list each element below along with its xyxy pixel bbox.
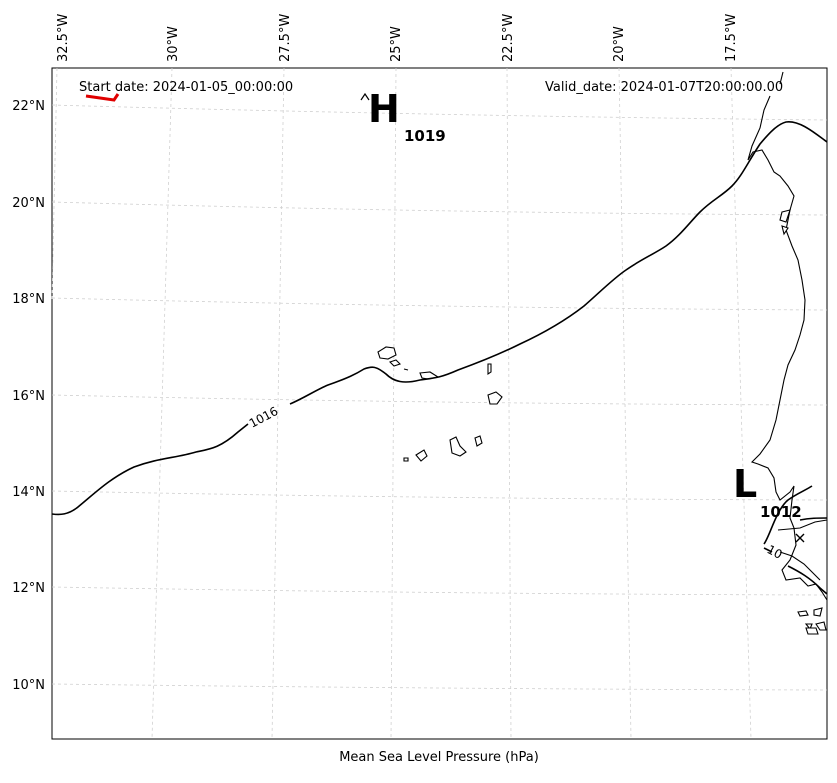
- wind-barb-shaft: [85, 93, 120, 102]
- lat-label: 20°N: [12, 196, 45, 211]
- gridline-14n: [51, 490, 828, 501]
- low-center-marker: [795, 533, 805, 543]
- gridline-12n: [51, 586, 828, 596]
- isobar-1012-east: [763, 485, 813, 545]
- island-boa-vista: [487, 391, 503, 405]
- parallel-gridlines: [51, 104, 828, 691]
- isobar-low-segment-2: [799, 517, 828, 521]
- island-arguin: [781, 225, 789, 236]
- low-pressure-value: 1012: [760, 503, 802, 521]
- contour-label-small: 10: [765, 542, 785, 562]
- island-sao-vicente: [388, 359, 402, 367]
- low-letter: L: [733, 462, 757, 506]
- high-letter: H: [368, 87, 400, 131]
- island-santo-antao: [377, 346, 397, 360]
- lon-label: 20°W: [612, 26, 627, 62]
- islands: [377, 209, 827, 635]
- lon-label: 30°W: [166, 26, 181, 62]
- map-caption: Mean Sea Level Pressure (hPa): [339, 750, 539, 765]
- gridline-22-5w: [506, 67, 512, 740]
- northwest-coast: [779, 71, 784, 85]
- gridline-27-5w: [271, 67, 285, 740]
- island-brava: [403, 457, 409, 462]
- map-frame: [51, 67, 828, 740]
- lat-label: 16°N: [12, 389, 45, 404]
- island-bissagos-4: [805, 627, 819, 635]
- gridline-30w: [151, 67, 173, 740]
- isobar-small-south: [763, 547, 773, 553]
- isobar-south-tail: [787, 565, 828, 595]
- longitude-labels: 32.5°W 30°W 27.5°W 25°W 22.5°W 20°W 17.5…: [56, 14, 739, 62]
- gridline-32-5w: [51, 67, 58, 301]
- lon-label: 27.5°W: [278, 14, 293, 62]
- lat-label: 10°N: [12, 678, 45, 693]
- lat-label: 18°N: [12, 292, 45, 307]
- lon-label: 17.5°W: [724, 14, 739, 62]
- valid-date: Valid_date: 2024-01-07T20:00:00.00: [545, 80, 783, 95]
- wind-barb: [85, 93, 120, 102]
- africa-coast: [747, 95, 828, 601]
- gridline-25w: [390, 67, 397, 740]
- lat-label: 22°N: [12, 99, 45, 114]
- lat-label: 14°N: [12, 485, 45, 500]
- gridline-16n: [51, 394, 828, 406]
- gridline-20n: [51, 201, 828, 216]
- gridline-17-5w: [730, 67, 752, 740]
- gridline-10n: [51, 683, 828, 691]
- high-pressure-value: 1019: [404, 127, 446, 145]
- island-bissagos-2: [813, 607, 823, 617]
- island-santiago: [449, 436, 467, 457]
- latitude-labels: 22°N 20°N 18°N 16°N 14°N 12°N 10°N: [12, 99, 45, 693]
- gambia-coast: [777, 519, 828, 531]
- bissau-coast: [779, 551, 821, 581]
- gridline-18n: [51, 297, 828, 311]
- island-fogo: [415, 449, 428, 462]
- lon-label: 22.5°W: [501, 14, 516, 62]
- isobars: [51, 121, 828, 595]
- island-bissagos-5: [815, 621, 827, 631]
- isobar-1016: [51, 121, 828, 516]
- lon-label: 32.5°W: [56, 14, 71, 62]
- island-maio: [474, 435, 483, 447]
- island-santa-luzia: [403, 368, 409, 371]
- island-bissagos-1: [797, 610, 809, 617]
- lon-label: 25°W: [389, 26, 404, 62]
- start-date: Start date: 2024-01-05_00:00:00: [79, 80, 293, 95]
- lat-label: 12°N: [12, 581, 45, 596]
- gridline-22n: [51, 104, 828, 121]
- coastline: [747, 71, 828, 601]
- island-tidra: [779, 209, 791, 223]
- island-sal: [487, 363, 492, 376]
- meridian-gridlines: [51, 67, 752, 740]
- gridline-20w: [618, 67, 632, 740]
- high-center-marker: [360, 92, 370, 101]
